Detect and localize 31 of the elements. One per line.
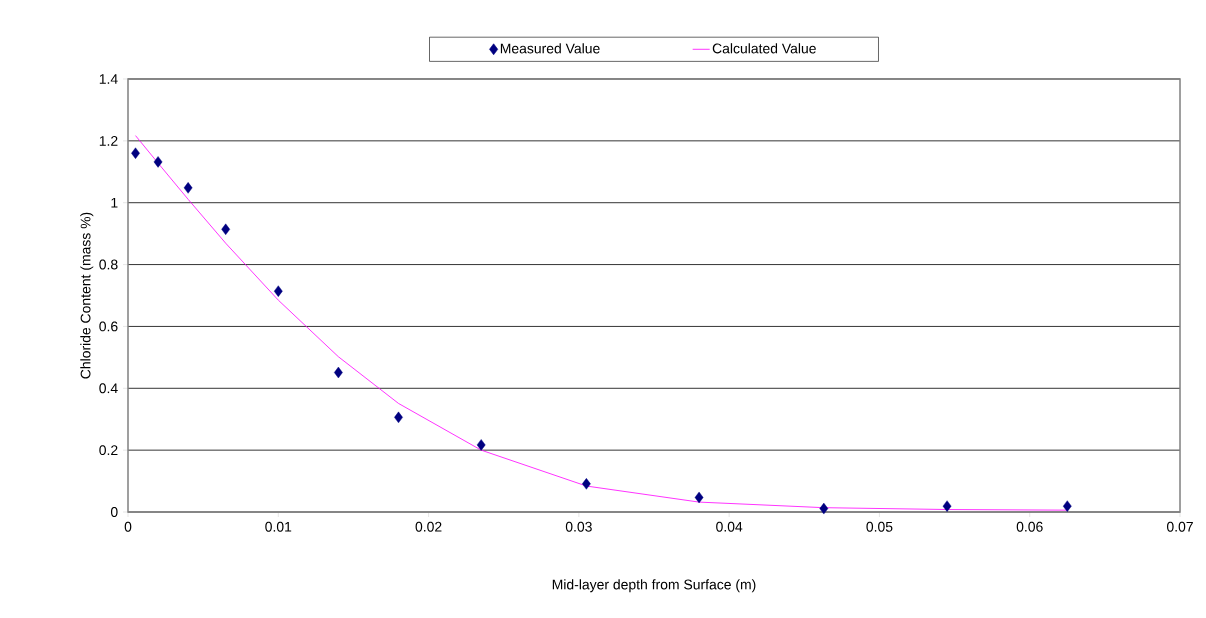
x-axis-title: Mid-layer depth from Surface (m)	[552, 579, 756, 593]
point	[582, 478, 591, 490]
point	[694, 491, 704, 504]
y-tick-label: 1.4	[99, 74, 118, 84]
x-tick-label: 0.03	[565, 521, 592, 532]
point	[1062, 500, 1072, 512]
y-tick-label: 1.2	[99, 135, 118, 146]
point	[819, 502, 829, 515]
y-tick-label: 0.8	[99, 259, 118, 270]
point	[183, 182, 193, 194]
point	[153, 156, 163, 168]
y-tick-label: 0.6	[99, 321, 118, 332]
x-tick-label: 0.07	[1166, 521, 1193, 532]
point	[942, 500, 952, 512]
point	[476, 439, 486, 451]
x-tick-label: 0.05	[866, 521, 893, 532]
point	[221, 223, 231, 236]
y-tick-label: 1	[111, 197, 118, 208]
x-tick-label: 0.06	[1016, 521, 1043, 532]
y-tick-label: 0.2	[99, 445, 118, 456]
x-tick-label: 0.01	[265, 521, 292, 532]
y-tick-label: 0.4	[99, 383, 118, 394]
legend-label: Calculated Value	[712, 43, 816, 54]
x-tick-label: 0.02	[415, 521, 442, 532]
y-axis-title: Chloride Content (mass %)	[80, 212, 94, 379]
point	[273, 285, 283, 297]
x-tick-label: 0.04	[716, 521, 743, 532]
y-tick-label: 0	[110, 507, 118, 517]
point	[131, 147, 140, 159]
legend-label: Measured Value	[500, 43, 600, 54]
x-tick-label: 0	[124, 521, 132, 532]
